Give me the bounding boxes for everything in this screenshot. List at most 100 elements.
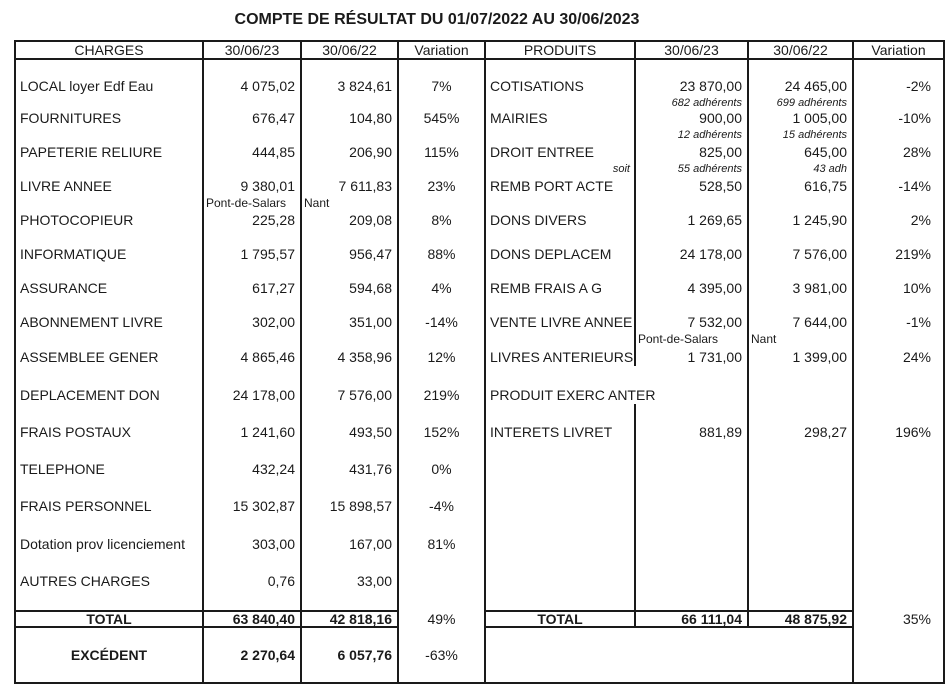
charges-value-30-06-22: 351,00 xyxy=(302,297,399,331)
charges-subnote-30-06-23 xyxy=(204,331,302,347)
filler-cell xyxy=(204,590,302,610)
produits-value-30-06-22 xyxy=(749,366,854,404)
charges-variation: 12% xyxy=(399,347,486,366)
table-row: PHOTOCOPIEUR 225,28 209,08 8% DONS DIVERS 1 2… xyxy=(16,211,943,229)
table-row: Dotation prov licenciement 303,00 167,00 81… xyxy=(16,515,943,553)
produits-subnote-30-06-22: Nant xyxy=(749,331,854,347)
produits-label: VENTE LIVRE ANNEE xyxy=(486,297,636,331)
charges-variation: 219% xyxy=(399,366,486,404)
charges-subnote-variation-spacer xyxy=(399,195,486,211)
table-row: AUTRES CHARGES 0,76 33,00 xyxy=(16,553,943,590)
charges-label: INFORMATIQUE xyxy=(16,229,204,263)
table-row: FRAIS PERSONNEL 15 302,87 15 898,57 -4% xyxy=(16,478,943,515)
header-charges-variation: Variation xyxy=(399,42,486,60)
charges-total-label: TOTAL xyxy=(16,610,204,628)
charges-subnote-spacer xyxy=(16,161,204,177)
charges-subnote-spacer xyxy=(16,127,204,143)
charges-subnote-30-06-22 xyxy=(302,127,399,143)
charges-value-30-06-23: 9 380,01 xyxy=(204,177,302,195)
produits-label: COTISATIONS xyxy=(486,60,636,95)
table-subrow: Pont-de-Salars Nant xyxy=(16,195,943,211)
charges-value-30-06-22: 4 358,96 xyxy=(302,347,399,366)
filler-cell xyxy=(16,590,204,610)
charges-variation: -4% xyxy=(399,478,486,515)
produits-variation xyxy=(854,366,943,404)
charges-value-30-06-22: 209,08 xyxy=(302,211,399,229)
produits-label: DROIT ENTREE xyxy=(486,143,636,161)
produits-value-30-06-23 xyxy=(636,441,749,478)
produits-total-label: TOTAL xyxy=(486,610,636,628)
charges-label: TELEPHONE xyxy=(16,441,204,478)
produits-variation: 28% xyxy=(902,144,931,160)
produits-value-30-06-23: 23 870,00 xyxy=(636,60,749,95)
table-subrow: Pont-de-Salars Nant xyxy=(16,331,943,347)
charges-subnote-30-06-23: Pont-de-Salars xyxy=(204,195,302,211)
produits-value-30-06-22: 24 465,00 xyxy=(749,60,854,95)
charges-label: ABONNEMENT LIVRE xyxy=(16,297,204,331)
charges-label: LOCAL loyer Edf Eau xyxy=(16,60,204,95)
produits-value-30-06-23: 7 532,00 xyxy=(636,297,749,331)
charges-total-30-06-22: 42 818,16 xyxy=(302,610,399,628)
produits-value-30-06-23 xyxy=(636,366,749,404)
produits-value-30-06-22: 3 981,00 xyxy=(749,263,854,297)
produits-value-30-06-22: 1 399,00 xyxy=(749,347,854,366)
filler-cell xyxy=(636,590,749,610)
charges-value-30-06-22: 104,80 xyxy=(302,111,399,127)
charges-variation: 81% xyxy=(399,515,486,553)
charges-value-30-06-23: 1 795,57 xyxy=(204,229,302,263)
header-charges-30-06-22: 30/06/22 xyxy=(302,42,399,60)
produits-value-30-06-22: 7 644,00 xyxy=(749,297,854,331)
charges-value-30-06-22: 431,76 xyxy=(302,441,399,478)
charges-subnote-30-06-23 xyxy=(204,95,302,111)
excedent-variation: -63% xyxy=(399,628,486,682)
produits-subnote-30-06-23: 55 adhérents xyxy=(636,161,749,177)
charges-label: FRAIS PERSONNEL xyxy=(16,478,204,515)
produits-subnote-30-06-22: 15 adhérents xyxy=(749,127,854,143)
produits-value-30-06-23 xyxy=(636,553,749,590)
charges-subnote-30-06-22 xyxy=(302,95,399,111)
charges-label: AUTRES CHARGES xyxy=(16,553,204,590)
table-row: ABONNEMENT LIVRE 302,00 351,00 -14% VENTE LI… xyxy=(16,297,943,331)
table-subrow: soit 55 adhérents 43 adh xyxy=(16,161,943,177)
charges-value-30-06-23: 4 865,46 xyxy=(204,347,302,366)
produits-variation: 10% xyxy=(902,280,931,296)
charges-label: FRAIS POSTAUX xyxy=(16,404,204,441)
produits-label: REMB PORT ACTE xyxy=(486,177,636,195)
charges-total-variation: 49% xyxy=(399,610,486,628)
produits-value-30-06-23: 528,50 xyxy=(636,177,749,195)
produits-subnote-30-06-23: 682 adhérents xyxy=(636,95,749,111)
charges-variation: 115% xyxy=(399,143,486,161)
table-row: FOURNITURES 676,47 104,80 545% MAIRIES 900,00… xyxy=(16,111,943,127)
charges-label: DEPLACEMENT DON xyxy=(16,366,204,404)
produits-total-variation: 35% xyxy=(902,610,931,627)
charges-value-30-06-23: 676,47 xyxy=(204,111,302,127)
totals-row: TOTAL 63 840,40 42 818,16 49% TOTAL 66 1… xyxy=(16,610,943,628)
charges-subnote-30-06-23 xyxy=(204,161,302,177)
produits-subnote-30-06-22: 699 adhérents xyxy=(749,95,854,111)
produits-label: DONS DEPLACEM xyxy=(486,229,636,263)
charges-label: PAPETERIE RELIURE xyxy=(16,143,204,161)
header-produits: PRODUITS xyxy=(486,42,636,60)
excedent-30-06-22: 6 057,76 xyxy=(302,628,399,682)
income-statement-table: CHARGES 30/06/23 30/06/22 Variation PROD… xyxy=(14,40,945,684)
charges-value-30-06-23: 303,00 xyxy=(204,515,302,553)
produits-variation: 196% xyxy=(895,424,931,440)
table-row: FRAIS POSTAUX 1 241,60 493,50 152% INTERETS … xyxy=(16,404,943,441)
charges-subnote-variation-spacer xyxy=(399,161,486,177)
charges-value-30-06-22: 15 898,57 xyxy=(302,478,399,515)
charges-subnote-spacer xyxy=(16,195,204,211)
charges-variation: 0% xyxy=(399,441,486,478)
filler-cell xyxy=(302,590,399,610)
header-charges-30-06-23: 30/06/23 xyxy=(204,42,302,60)
produits-variation xyxy=(854,553,943,590)
produits-value-30-06-22: 645,00 xyxy=(749,143,854,161)
produits-subnote-30-06-22: 43 adh xyxy=(749,161,854,177)
table-header-row: CHARGES 30/06/23 30/06/22 Variation PROD… xyxy=(16,42,943,60)
excedent-row: EXCÉDENT 2 270,64 6 057,76 -63% xyxy=(16,628,943,682)
produits-variation xyxy=(854,515,943,553)
produits-value-30-06-23: 1 731,00 xyxy=(636,347,749,366)
table-filler-row xyxy=(16,590,943,610)
table-subrow: 12 adhérents 15 adhérents xyxy=(16,127,943,143)
charges-value-30-06-23: 444,85 xyxy=(204,143,302,161)
